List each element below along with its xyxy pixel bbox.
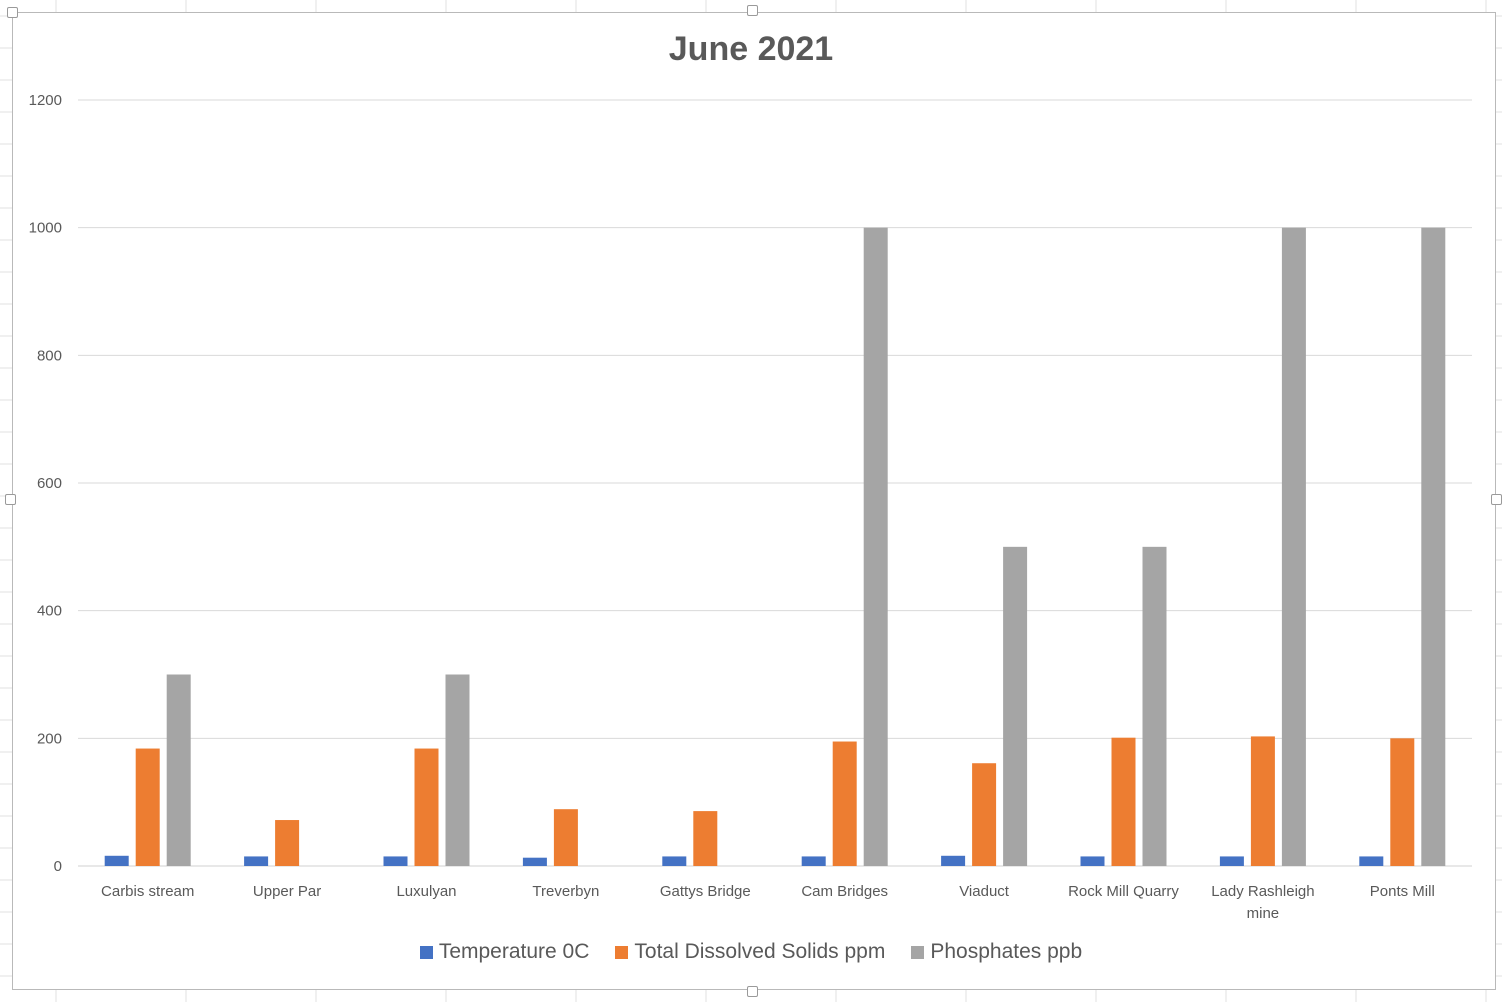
x-category-label: Cam Bridges	[801, 883, 888, 900]
bar[interactable]	[275, 820, 300, 866]
x-category-label: Ponts Mill	[1370, 883, 1435, 900]
x-category-label: Lady Rashleigh mine	[1211, 883, 1314, 922]
bar[interactable]	[1111, 737, 1136, 866]
bar[interactable]	[414, 748, 439, 866]
x-category-label: Viaduct	[959, 883, 1010, 900]
bar[interactable]	[1142, 546, 1167, 866]
legend-label: Total Dissolved Solids ppm	[634, 940, 886, 963]
legend-swatch	[615, 945, 629, 959]
bar[interactable]	[244, 856, 269, 866]
x-category-label: Upper Par	[253, 883, 321, 900]
bar[interactable]	[832, 741, 857, 866]
bar[interactable]	[166, 674, 191, 867]
legend-swatch	[419, 945, 433, 959]
bar[interactable]	[1219, 856, 1244, 866]
y-tick-label: 0	[54, 858, 62, 875]
bar[interactable]	[1250, 736, 1275, 866]
bar[interactable]	[1421, 227, 1446, 866]
bar[interactable]	[1080, 856, 1105, 866]
bar[interactable]	[972, 763, 997, 866]
x-category-label: Luxulyan	[396, 883, 456, 900]
y-tick-label: 400	[37, 603, 62, 620]
resize-handle-middle-left[interactable]	[5, 494, 16, 505]
bar[interactable]	[1281, 227, 1306, 866]
y-tick-label: 600	[37, 475, 62, 492]
bar[interactable]	[693, 811, 718, 866]
bar[interactable]	[522, 857, 547, 866]
bar[interactable]	[801, 856, 826, 866]
bar[interactable]	[445, 674, 470, 867]
x-category-label: Carbis stream	[101, 883, 194, 900]
y-tick-label: 1200	[29, 92, 62, 109]
bar[interactable]	[1003, 546, 1028, 866]
chart-title: June 2021	[668, 30, 834, 68]
bar[interactable]	[1390, 738, 1415, 866]
y-tick-label: 1000	[29, 220, 62, 237]
x-category-label: Rock Mill Quarry	[1068, 883, 1179, 900]
legend-item[interactable]: Total Dissolved Solids ppm	[615, 940, 885, 964]
bar[interactable]	[383, 856, 408, 866]
resize-handle-bottom-center[interactable]	[747, 986, 758, 997]
legend-item[interactable]: Temperature 0C	[419, 940, 590, 964]
bar[interactable]	[941, 855, 966, 866]
bar[interactable]	[1359, 856, 1384, 866]
y-tick-label: 800	[37, 347, 62, 364]
bar[interactable]	[553, 809, 578, 866]
bar[interactable]	[104, 855, 129, 866]
legend-label: Phosphates ppb	[930, 940, 1083, 963]
bar[interactable]	[662, 856, 687, 866]
legend-label: Temperature 0C	[438, 940, 590, 963]
resize-handle-top-left[interactable]	[7, 7, 18, 18]
legend-swatch	[911, 945, 925, 959]
legend-item[interactable]: Phosphates ppb	[911, 940, 1082, 964]
x-category-label: Gattys Bridge	[660, 883, 751, 900]
bar[interactable]	[863, 227, 888, 866]
x-category-label: Treverbyn	[532, 883, 599, 900]
resize-handle-top-center[interactable]	[747, 5, 758, 16]
y-tick-label: 200	[37, 730, 62, 747]
bar[interactable]	[135, 748, 160, 866]
chart-legend: Temperature 0C Total Dissolved Solids ppm…	[0, 940, 1502, 964]
